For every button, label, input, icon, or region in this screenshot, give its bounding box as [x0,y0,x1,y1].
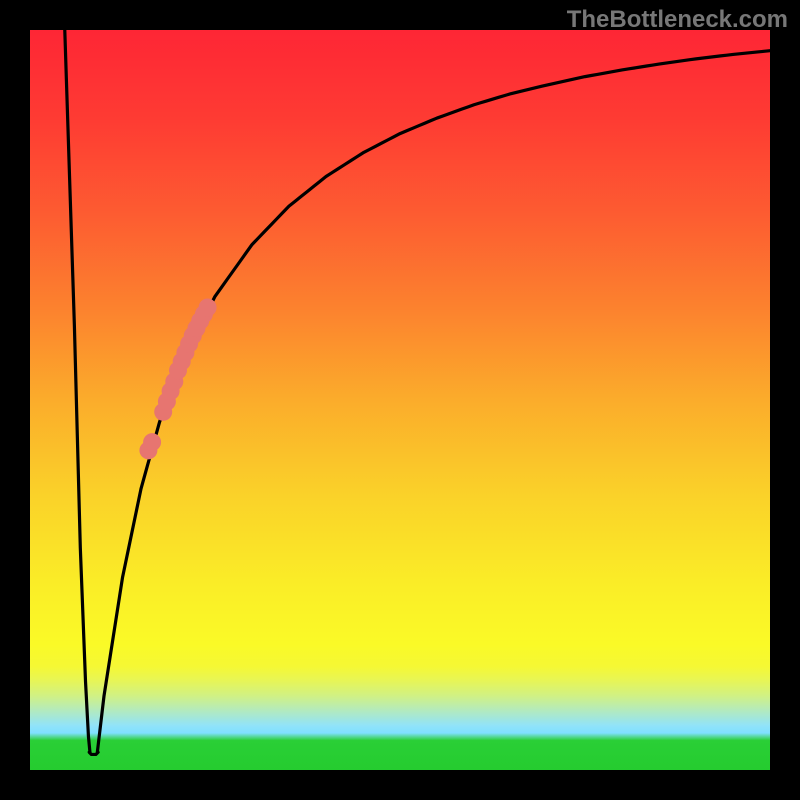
data-marker [143,433,161,451]
data-marker [199,299,217,317]
chart-plot-area [30,30,770,770]
chart-container: TheBottleneck.com [0,0,800,800]
bottleneck-chart [0,0,800,800]
